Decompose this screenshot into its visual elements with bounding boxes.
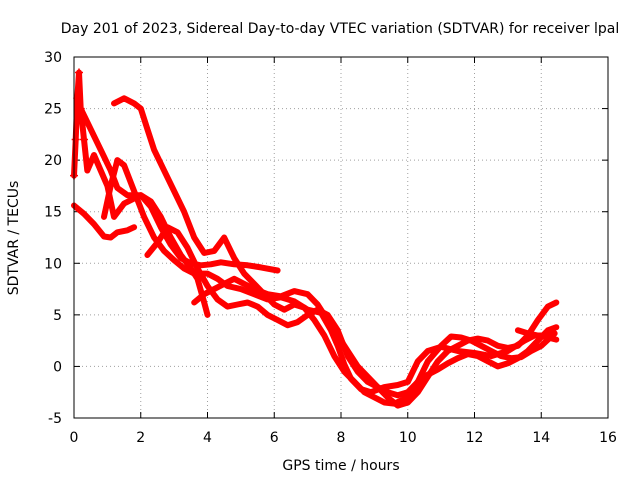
plus-marker [73, 94, 82, 103]
x-axis-label: GPS time / hours [282, 458, 399, 474]
plus-marker [71, 135, 80, 144]
chart-title: Day 201 of 2023, Sidereal Day-to-day VTE… [61, 21, 619, 37]
x-tick-label: 12 [466, 430, 484, 446]
y-tick-label: 5 [53, 308, 62, 324]
series-track-8 [514, 327, 560, 343]
x-tick-label: 8 [337, 430, 346, 446]
x-tick-label: 2 [136, 430, 145, 446]
series-track-3 [77, 105, 281, 274]
y-tick-label: -5 [48, 411, 62, 427]
axis-ticks: 0 2 4 6 8 10 12 14 16 -5 0 5 10 15 20 25 30 [44, 50, 617, 446]
y-tick-label: 25 [44, 102, 62, 118]
y-axis-label: SDTVAR / TECUs [6, 181, 22, 296]
y-tick-label: 30 [44, 50, 62, 66]
series-track-4 [101, 157, 558, 396]
series-track-7 [191, 275, 560, 409]
plot-frame [73, 56, 609, 419]
x-tick-label: 16 [599, 430, 617, 446]
series-group [70, 68, 560, 409]
plus-marker [80, 135, 89, 144]
plus-marker [76, 104, 85, 113]
grid [74, 57, 608, 418]
x-tick-label: 14 [532, 430, 550, 446]
x-tick-label: 10 [399, 430, 417, 446]
y-tick-label: 15 [44, 205, 62, 221]
x-tick-label: 4 [203, 430, 212, 446]
x-tick-label: 0 [70, 430, 79, 446]
y-tick-label: 0 [53, 359, 62, 375]
series-track-1 [71, 202, 138, 241]
x-tick-label: 6 [270, 430, 279, 446]
series-track-5 [111, 95, 558, 407]
y-tick-label: 20 [44, 153, 62, 169]
y-tick-label: 10 [44, 256, 62, 272]
plus-marker [75, 68, 84, 77]
